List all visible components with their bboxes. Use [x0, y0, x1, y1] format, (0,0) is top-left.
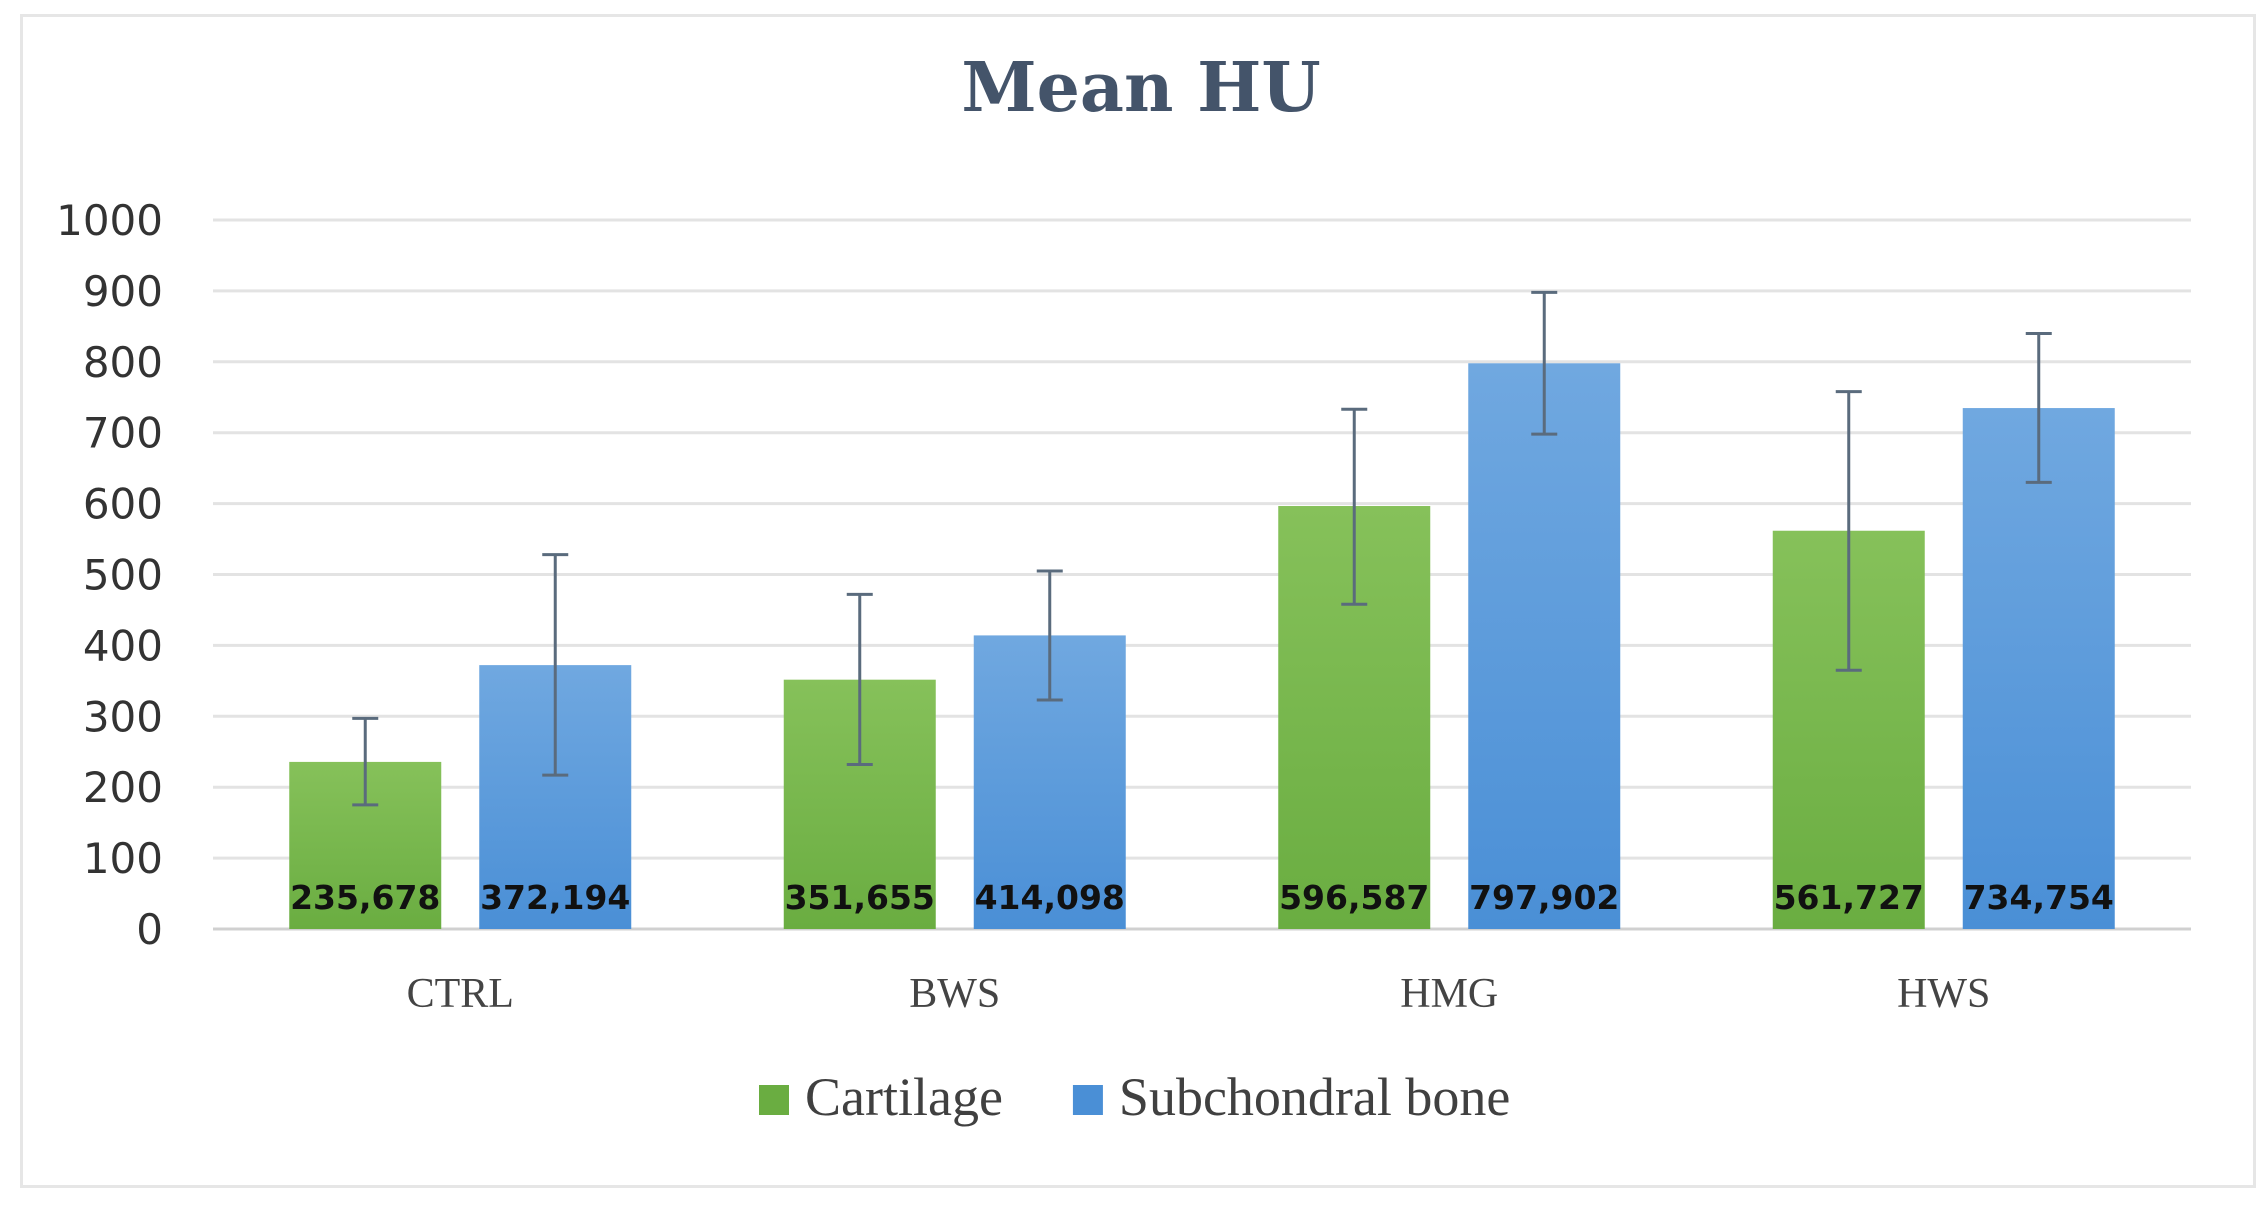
bar-chart: Mean HU 0 100 200 300 400 500 600 700 800 900 1000…	[56, 48, 2191, 1127]
x-tick-label: HMG	[1400, 971, 1498, 1017]
y-tick-label: 500	[83, 551, 163, 600]
legend-swatch	[1072, 1085, 1103, 1115]
bars	[289, 363, 2115, 929]
y-tick-label: 200	[83, 763, 163, 812]
y-tick-label: 900	[83, 267, 163, 316]
chart-title: Mean HU	[961, 48, 1320, 128]
x-tick-label: BWS	[909, 971, 1000, 1017]
data-label: 561,727	[1774, 878, 1924, 917]
y-tick-label: 400	[83, 621, 163, 670]
y-tick-label: 700	[83, 409, 163, 458]
x-tick-label: HWS	[1897, 971, 1990, 1017]
legend-swatch	[759, 1085, 789, 1115]
data-label: 235,678	[290, 878, 440, 917]
bar-hws-1	[1962, 408, 2115, 929]
y-tick-label: 0	[136, 905, 163, 954]
bar-hmg-1	[1468, 363, 1621, 929]
y-tick-label: 600	[83, 480, 163, 529]
data-label: 372,194	[480, 878, 630, 917]
data-label: 734,754	[1964, 878, 2114, 917]
data-label: 414,098	[975, 878, 1125, 917]
data-label: 797,902	[1469, 878, 1619, 917]
y-tick-label: 300	[83, 692, 163, 741]
y-tick-label: 1000	[56, 196, 163, 245]
y-axis-ticks: 0 100 200 300 400 500 600 700 800 900 1000	[56, 196, 163, 954]
data-labels: 235,678 372,194 351,655 414,098 596,587 797,9…	[290, 878, 2114, 917]
x-tick-label: CTRL	[407, 971, 514, 1017]
legend: Cartilage Subchondral bone	[759, 1067, 1510, 1127]
y-tick-label: 100	[83, 834, 163, 883]
error-bars	[352, 290, 2052, 807]
data-label: 596,587	[1279, 878, 1429, 917]
x-axis-ticks: CTRL BWS HMG HWS	[407, 971, 1991, 1017]
chart-frame: Mean HU 0 100 200 300 400 500 600 700 800 900 1000…	[20, 14, 2256, 1188]
legend-label: Subchondral bone	[1119, 1067, 1510, 1127]
data-label: 351,655	[785, 878, 935, 917]
y-tick-label: 800	[83, 338, 163, 387]
legend-label: Cartilage	[805, 1067, 1003, 1127]
